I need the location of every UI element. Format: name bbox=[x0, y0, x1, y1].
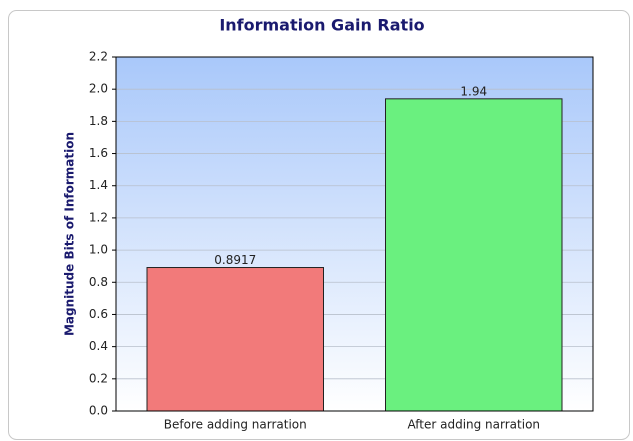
y-tick-label: 0.2 bbox=[89, 371, 108, 385]
y-axis-label: Magnitude Bits of Information bbox=[63, 132, 77, 336]
data-label: 1.94 bbox=[460, 84, 487, 98]
y-tick-label: 1.0 bbox=[89, 243, 108, 257]
y-tick-label: 1.2 bbox=[89, 210, 108, 224]
y-tick-label: 1.4 bbox=[89, 178, 108, 192]
y-tick-label: 0.6 bbox=[89, 307, 108, 321]
plot-frame bbox=[115, 56, 594, 412]
data-label: 0.8917 bbox=[214, 253, 256, 267]
x-tick-label: Before adding narration bbox=[164, 418, 307, 432]
y-tick-label: 2.0 bbox=[89, 82, 108, 96]
chart-title: Information Gain Ratio bbox=[219, 16, 424, 35]
y-tick-label: 2.2 bbox=[89, 50, 108, 64]
x-tick-label: After adding narration bbox=[407, 418, 540, 432]
bar bbox=[146, 267, 324, 412]
y-tick-label: 0.4 bbox=[89, 339, 108, 353]
y-tick-label: 1.8 bbox=[89, 114, 108, 128]
y-tick-label: 0.0 bbox=[89, 404, 108, 418]
bar bbox=[385, 98, 563, 412]
y-tick-label: 0.8 bbox=[89, 275, 108, 289]
y-tick-label: 1.6 bbox=[89, 146, 108, 160]
